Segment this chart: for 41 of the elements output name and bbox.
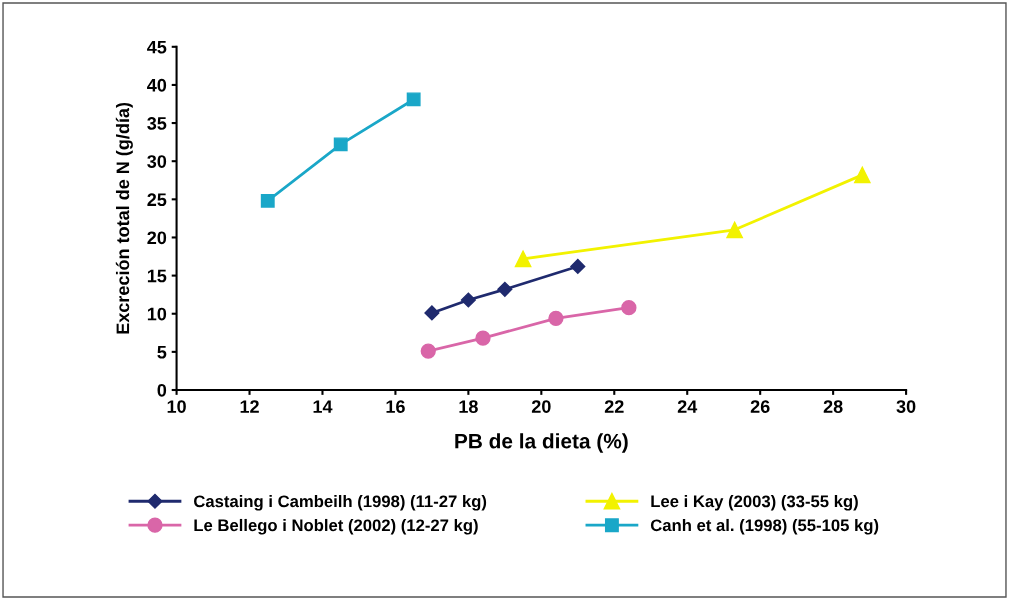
- y-tick-label: 35: [147, 117, 167, 130]
- x-tick-label: 18: [459, 400, 478, 413]
- y-tick-label: 20: [147, 231, 167, 245]
- point: [333, 137, 348, 152]
- x-tick-label: 30: [896, 400, 916, 414]
- point: [726, 221, 743, 239]
- y-axis-title: Excreción total de N (g/día): [115, 102, 133, 334]
- point: [548, 310, 564, 326]
- x-tick-label: 28: [823, 400, 843, 413]
- x-tick-label: 14: [313, 400, 333, 413]
- point: [514, 250, 532, 268]
- y-tick-label: 10: [147, 307, 167, 321]
- y-tick-label: 40: [147, 78, 167, 92]
- point: [570, 258, 586, 275]
- x-tick-label: 20: [531, 400, 551, 413]
- x-axis-title: PB de la dieta (%): [455, 433, 628, 453]
- legend-label: Le Bellego i Noblet (2002) (12-27 kg): [194, 518, 478, 535]
- y-tick-label: 45: [147, 40, 167, 54]
- x-tick-label: 10: [167, 400, 186, 413]
- y-tick-label: 5: [157, 345, 167, 359]
- point: [260, 193, 275, 208]
- y-tick-label: 25: [147, 193, 167, 207]
- legend-label: Castaing i Cambeilh (1998) (11-27 kg): [194, 495, 487, 511]
- x-tick-label: 22: [604, 400, 624, 413]
- x-tick-label: 16: [386, 400, 405, 413]
- x-tick-label: 24: [677, 400, 698, 413]
- point: [621, 299, 637, 316]
- point: [424, 305, 440, 321]
- point: [475, 330, 491, 346]
- legend-label: Canh et al. (1998) (55-105 kg): [650, 518, 879, 535]
- point: [460, 292, 476, 308]
- legend-label: Lee i Kay (2003) (33-55 kg): [651, 495, 858, 511]
- point: [497, 281, 513, 297]
- y-tick-label: 30: [147, 155, 167, 168]
- y-tick-label: 0: [157, 383, 167, 397]
- point: [420, 343, 436, 359]
- y-tick-label: 15: [147, 269, 167, 283]
- point: [406, 92, 421, 107]
- x-tick-label: 26: [750, 400, 770, 413]
- x-tick-label: 12: [240, 400, 259, 413]
- point: [853, 166, 871, 184]
